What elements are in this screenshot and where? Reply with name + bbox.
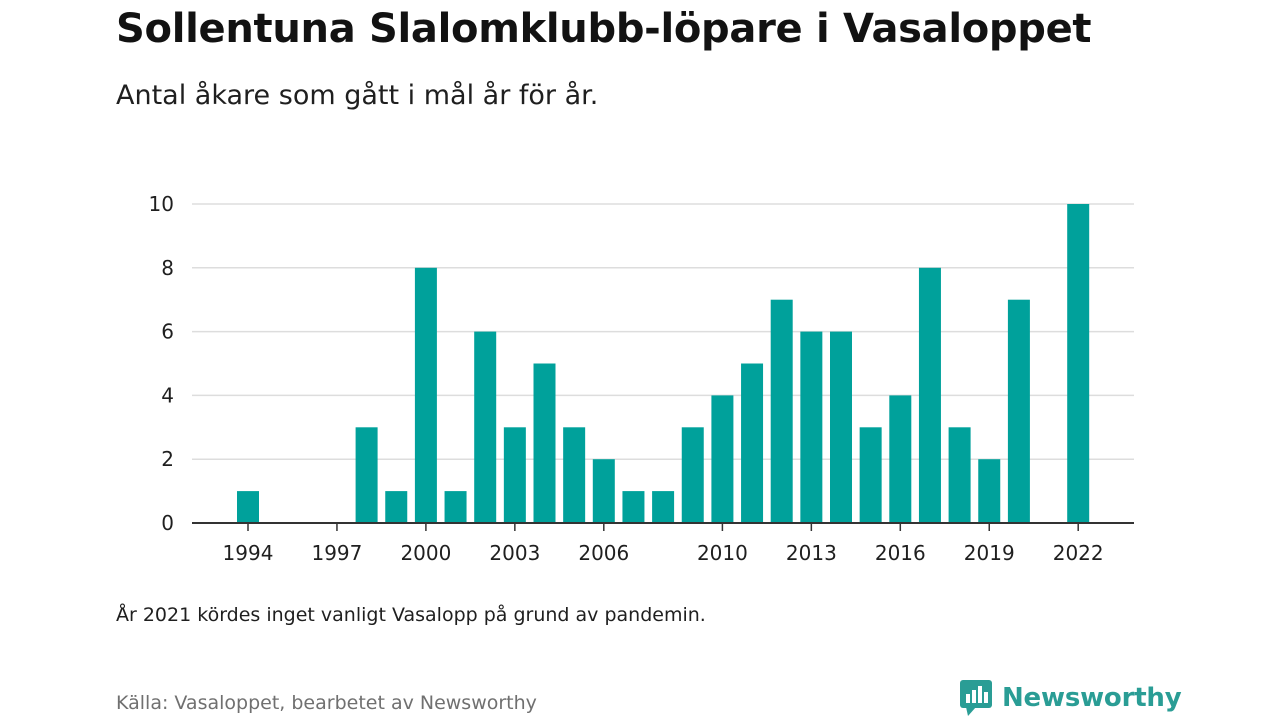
x-tick-label: 2013 [786,541,837,565]
bar-2018 [948,427,971,523]
chart-note: År 2021 kördes inget vanligt Vasalopp på… [116,604,706,626]
bar-2017 [918,267,941,523]
x-tick-label: 1994 [223,541,274,565]
newsworthy-logo: Newsworthy [960,680,1182,716]
bar-2020 [1007,299,1030,523]
bar-2008 [652,491,675,523]
bar-2013 [800,331,823,523]
bar-1998 [355,427,378,523]
bar-2002 [474,331,497,523]
chart-subtitle: Antal åkare som gått i mål år för år. [116,80,599,111]
x-tick-label: 1997 [311,541,362,565]
bar-2010 [711,395,734,523]
x-tick-label: 2000 [400,541,451,565]
x-tick-label: 2010 [697,541,748,565]
y-tick-label: 2 [161,447,174,471]
x-tick-label: 2022 [1053,541,1104,565]
x-axis-ticks: 1994 1997 2000 2003 2006 2010 2013 2016 2019 2022 [223,523,1104,565]
bar-2005 [563,427,586,523]
y-tick-label: 6 [161,320,174,344]
bar-2014 [830,331,852,523]
bar-2015 [859,427,882,523]
x-tick-label: 2006 [578,541,629,565]
bar-2004 [533,363,556,523]
y-tick-label: 10 [149,192,174,216]
bars [237,204,1090,523]
bar-2001 [444,491,467,523]
bar-2009 [681,427,704,523]
bar-2019 [978,459,1001,523]
newsworthy-logo-icon [960,680,992,716]
bar-2012 [770,299,793,523]
bar-chart: 0 2 4 6 8 10 1994 1997 2000 2003 2006 2010 2013 2016… [149,192,1134,565]
bar-2000 [414,267,437,523]
bar-2003 [503,427,526,523]
x-tick-label: 2016 [875,541,926,565]
chart-title: Sollentuna Slalomklubb-löpare i Vasalopp… [116,6,1092,52]
bar-1994 [237,491,259,523]
y-axis-ticks: 0 2 4 6 8 10 [149,192,174,535]
brand-name: Newsworthy [1002,683,1182,713]
y-tick-label: 8 [161,256,174,280]
bar-2006 [592,459,615,523]
bar-2011 [741,363,764,523]
x-tick-label: 2019 [964,541,1015,565]
y-tick-label: 4 [161,383,174,407]
y-tick-label: 0 [161,511,174,535]
gridlines [192,203,1134,460]
x-tick-label: 2003 [489,541,540,565]
bar-2016 [889,395,912,523]
bar-1999 [385,491,408,523]
bar-2007 [622,491,645,523]
bar-2022 [1067,204,1090,523]
source-credit: Källa: Vasaloppet, bearbetet av Newswort… [116,692,537,714]
